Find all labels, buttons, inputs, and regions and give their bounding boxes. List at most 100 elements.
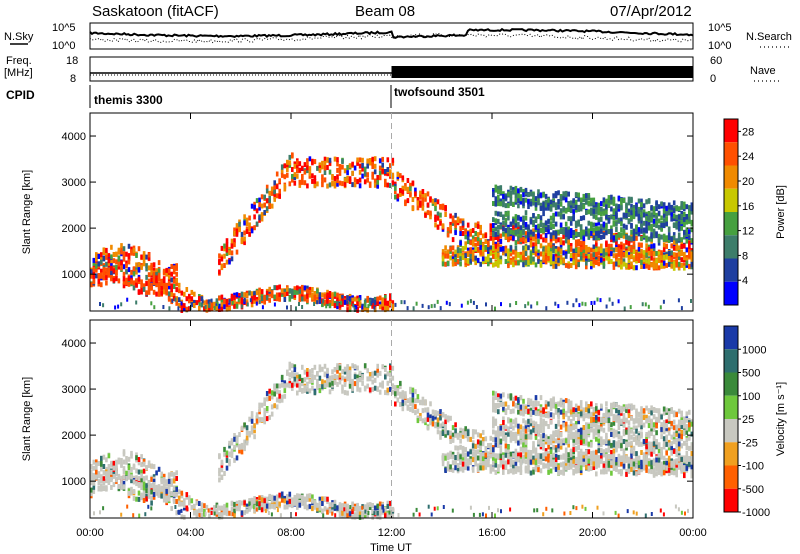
heatmap-cell: [238, 221, 241, 227]
heatmap-cell: [175, 300, 178, 306]
heatmap-cell: [356, 301, 359, 307]
heatmap-cell: [321, 178, 324, 184]
heatmap-cell: [484, 436, 488, 442]
heatmap-cell: [655, 220, 658, 225]
y-tick-label: 2000: [62, 223, 86, 235]
heatmap-cell: [444, 250, 447, 256]
heatmap-cell: [569, 243, 573, 248]
heatmap-cell: [328, 303, 332, 309]
heatmap-cell: [140, 482, 143, 488]
heatmap-cell: [308, 292, 312, 298]
heatmap-cell: [471, 429, 475, 435]
heatmap-cell: [585, 199, 588, 205]
heatmap-cell: [524, 222, 528, 227]
heatmap-cell: [652, 260, 656, 266]
heatmap-cell: [378, 165, 382, 171]
heatmap-cell: [220, 460, 224, 466]
heatmap-cell: [672, 208, 676, 214]
heatmap-cell: [680, 237, 683, 243]
heatmap-cell: [193, 299, 196, 305]
heatmap-cell: [243, 214, 246, 220]
heatmap-cell: [386, 182, 390, 188]
heatmap-cell: [514, 245, 518, 251]
heatmap-cell: [662, 242, 666, 248]
heatmap-cell: [585, 245, 588, 250]
heatmap-cell: [341, 181, 344, 187]
heatmap-cell: [484, 233, 488, 239]
heatmap-cell: [680, 219, 683, 225]
heatmap-cell: [308, 388, 312, 394]
heatmap-cell: [303, 285, 307, 291]
heatmap-cell: [245, 430, 249, 436]
heatmap-cell: [615, 258, 618, 263]
heatmap-cell: [577, 251, 580, 257]
heatmap-cell: [537, 255, 540, 261]
heatmap-cell: [449, 415, 452, 421]
heatmap-cell: [293, 286, 297, 292]
heatmap-cell: [258, 505, 261, 511]
heatmap-cell: [238, 506, 241, 512]
heatmap-cell: [245, 292, 249, 298]
heatmap-cell: [652, 229, 656, 235]
heatmap-cell: [366, 177, 369, 183]
heatmap-cell: [240, 500, 244, 506]
heatmap-cell: [348, 378, 352, 384]
heatmap-cell: [421, 201, 425, 207]
heatmap-cell: [127, 474, 131, 480]
heatmap-cell: [474, 231, 477, 236]
heatmap-cell: [250, 429, 254, 435]
heatmap-cell: [652, 446, 656, 451]
heatmap-cell: [225, 251, 229, 256]
heatmap-cell: [167, 268, 171, 274]
heatmap-cell: [659, 305, 662, 310]
heatmap-cell: [311, 501, 314, 507]
heatmap-cell: [162, 305, 165, 309]
heatmap-cell: [268, 204, 271, 209]
heatmap-cell: [412, 306, 415, 311]
heatmap-cell: [595, 207, 598, 213]
heatmap-cell: [122, 466, 126, 472]
heatmap-cell: [348, 304, 352, 310]
heatmap-cell: [174, 297, 177, 302]
heatmap-cell: [514, 192, 518, 198]
heatmap-cell: [579, 234, 583, 240]
heatmap-cell: [587, 246, 591, 252]
heatmap-cell: [260, 507, 264, 513]
colorbar-tick-label: 24: [742, 151, 754, 163]
heatmap-cell: [522, 255, 525, 261]
heatmap-cell: [542, 228, 545, 234]
heatmap-cell: [288, 372, 292, 378]
heatmap-cell: [378, 158, 382, 164]
heatmap-cell: [630, 236, 633, 242]
heatmap-cell: [620, 244, 623, 250]
heatmap-cell: [268, 297, 271, 303]
heatmap-cell: [343, 366, 347, 372]
heatmap-cell: [592, 197, 596, 203]
heatmap-cell: [275, 171, 279, 177]
heatmap-cell: [341, 375, 344, 381]
heatmap-cell: [622, 233, 626, 239]
heatmap-cell: [547, 444, 550, 450]
heatmap-cell: [225, 301, 229, 307]
heatmap-cell: [193, 291, 196, 297]
heatmap-cell: [321, 366, 324, 372]
heatmap-cell: [605, 463, 608, 469]
heatmap-cell: [341, 298, 344, 304]
heatmap-cell: [439, 220, 442, 226]
heatmap-cell: [632, 208, 636, 213]
heatmap-cell: [529, 250, 533, 256]
power-colorbar-label: Power [dB]: [775, 185, 787, 239]
heatmap-cell: [233, 457, 236, 463]
heatmap-cell: [172, 472, 176, 478]
heatmap-cell: [389, 172, 392, 178]
heatmap-cell: [527, 232, 530, 238]
heatmap-cell: [348, 299, 352, 305]
heatmap-cell: [389, 300, 392, 306]
heatmap-cell: [444, 455, 447, 461]
heatmap-cell: [579, 224, 583, 230]
heatmap-cell: [414, 398, 417, 404]
heatmap-cell: [623, 306, 626, 311]
heatmap-cell: [441, 454, 445, 460]
heatmap-cell: [532, 236, 535, 242]
heatmap-cell: [489, 442, 493, 448]
